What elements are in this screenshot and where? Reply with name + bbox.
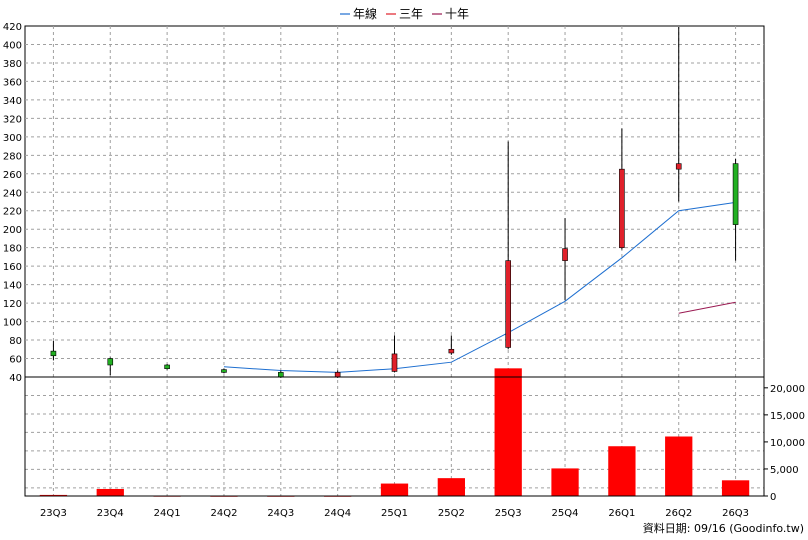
candle-body-26Q1 [619,168,625,248]
candlesticks [50,26,739,378]
ma-line-2 [678,301,736,314]
price-grid [25,26,764,496]
legend-label-2: 十年 [445,7,469,21]
x-tick-label: 25Q1 [381,508,408,519]
candle-body-24Q3 [278,372,284,378]
x-tick-label: 25Q3 [495,508,522,519]
price-tick-label: 360 [3,77,22,88]
x-tick-label: 25Q4 [552,508,579,519]
volume-bar-25Q1 [380,483,409,496]
x-tick-label: 23Q4 [97,508,124,519]
legend: 年線 三年 十年 [340,6,469,21]
candle-body-25Q2 [448,348,455,354]
candle-body-24Q1 [164,364,170,369]
price-tick-label: 40 [9,373,22,384]
price-tick-label: 200 [3,225,22,236]
legend-label-1: 三年 [399,7,423,21]
price-tick-label: 120 [3,299,22,310]
volume-tick-label: 20,000 [770,384,805,395]
x-axis: 23Q3 23Q4 24Q1 24Q2 24Q3 24Q4 25Q1 25Q2 25Q3 25Q4… [40,508,749,519]
volume-bars [39,368,750,497]
price-tick-label: 260 [3,170,22,181]
candle-body-24Q2 [221,369,227,373]
price-tick-label: 100 [3,318,22,329]
volume-bar-25Q2 [437,478,465,496]
volume-tick-label: 15,000 [770,411,805,422]
legend-label-0: 年線 [353,6,377,21]
candle-body-26Q2 [675,163,682,170]
volume-axis: 0 5,000 10,000 15,000 20,000 [764,384,805,503]
price-tick-label: 160 [3,262,22,273]
ma-line-0 [223,201,736,373]
volume-bar-25Q4 [551,468,579,496]
price-axis: 40 60 80 100 120 140 160 180 200 220 240 260 280 300 3… [3,22,22,384]
price-tick-label: 180 [3,244,22,255]
volume-plot-frame [24,376,765,497]
price-tick-label: 240 [3,188,22,199]
candle-body-26Q3 [732,163,739,225]
volume-bar-23Q4 [96,488,124,496]
price-tick-label: 280 [3,151,22,162]
candle-body-24Q4 [334,372,341,378]
volume-bar-26Q1 [608,446,636,496]
price-tick-label: 400 [3,40,22,51]
price-tick-label: 220 [3,207,22,218]
x-tick-label: 24Q1 [154,508,181,519]
x-tick-label: 26Q1 [608,508,635,519]
price-tick-label: 60 [9,355,22,366]
price-tick-label: 140 [3,281,22,292]
moving-average-lines [223,201,736,373]
x-tick-label: 24Q3 [267,508,294,519]
volume-bar-26Q2 [665,436,693,496]
volume-tick-label: 10,000 [770,438,805,449]
volume-tick-label: 5,000 [770,465,799,476]
volume-bar-23Q3 [39,494,68,496]
x-tick-label: 25Q2 [438,508,465,519]
volume-bar-26Q3 [721,480,750,496]
candle-body-23Q3 [50,350,57,357]
candle-body-25Q3 [505,260,511,348]
candle-body-23Q4 [107,358,114,366]
price-tick-label: 320 [3,114,22,125]
x-tick-label: 24Q2 [210,508,237,519]
candle-body-25Q1 [391,353,398,372]
price-tick-label: 80 [9,336,22,347]
x-tick-label: 23Q3 [40,508,67,519]
x-tick-label: 26Q2 [665,508,692,519]
volume-bar-25Q3 [494,368,522,496]
x-tick-label: 24Q4 [324,508,351,519]
price-tick-label: 300 [3,133,22,144]
volume-tick-label: 0 [770,492,776,503]
x-tick-label: 26Q3 [722,508,749,519]
source-note: 資料日期: 09/16 (Goodinfo.tw) [643,521,804,535]
candle-body-25Q4 [562,248,568,261]
price-tick-label: 380 [3,59,22,70]
price-tick-label: 420 [3,22,22,33]
price-tick-label: 340 [3,96,22,107]
